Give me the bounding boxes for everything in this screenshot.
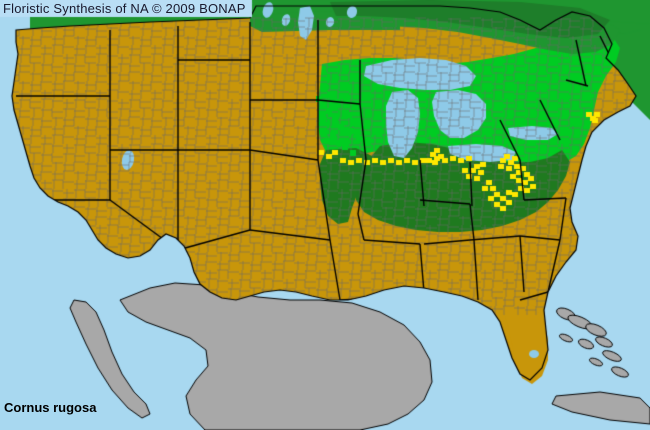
species-name-label: Cornus rugosa — [4, 400, 97, 415]
map-title: Floristic Synthesis of NA © 2009 BONAP — [3, 1, 246, 16]
